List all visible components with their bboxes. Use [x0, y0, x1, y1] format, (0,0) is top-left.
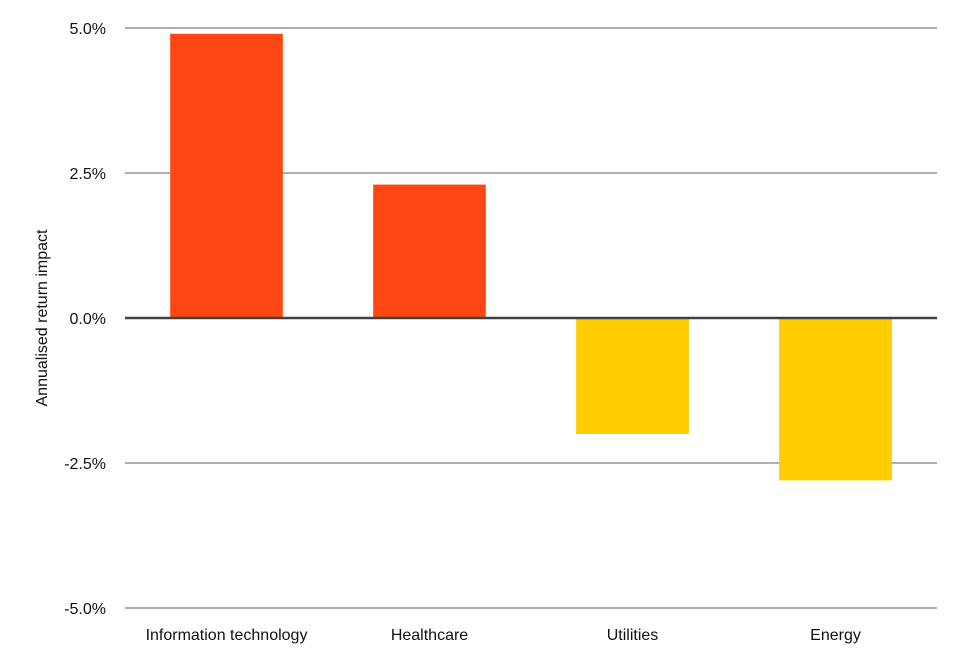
x-tick-label: Healthcare: [391, 627, 468, 644]
y-tick-label: 0.0%: [70, 311, 106, 328]
bar: [576, 318, 689, 434]
bars: [170, 33, 892, 481]
y-tick-label: 5.0%: [70, 21, 106, 38]
y-tick-label: 2.5%: [70, 166, 106, 183]
bar: [779, 318, 892, 481]
y-axis-title: Annualised return impact: [34, 229, 51, 407]
y-tick-labels: 5.0% 2.5% 0.0% -2.5% -5.0%: [64, 21, 106, 618]
x-tick-label: Information technology: [146, 627, 308, 644]
x-tick-label: Utilities: [607, 627, 659, 644]
x-tick-label: Energy: [810, 627, 861, 644]
y-tick-label: -2.5%: [64, 456, 106, 473]
x-tick-labels: Information technology Healthcare Utilitie…: [146, 627, 861, 644]
bar: [170, 33, 283, 319]
bar: [373, 184, 486, 318]
y-tick-label: -5.0%: [64, 601, 106, 618]
